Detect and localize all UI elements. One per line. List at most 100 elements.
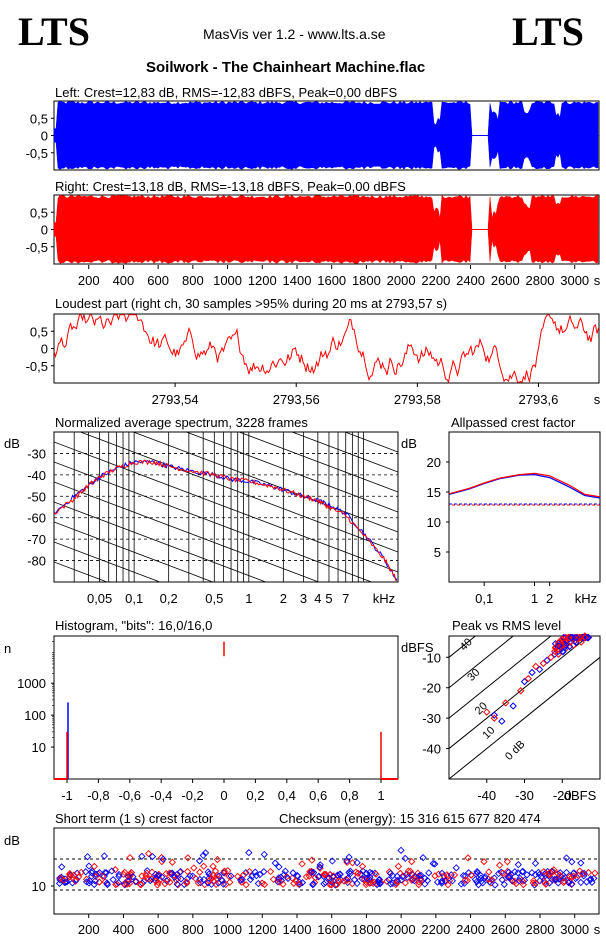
crest-point [63, 878, 71, 886]
crest-point [397, 876, 406, 884]
right-xtick-label: 2400 [456, 273, 485, 288]
crest-point [345, 868, 353, 877]
crest-point [137, 880, 145, 889]
peakrms-point-right [539, 659, 548, 668]
histogram-xtick-label: 0 [220, 788, 227, 803]
crest-point [251, 868, 259, 876]
peakrms-point-right [524, 674, 532, 683]
crest-point [153, 872, 161, 880]
right-ytick-label: -0,5 [26, 240, 48, 255]
crest-point [471, 875, 480, 884]
crest-point [238, 875, 246, 884]
histogram-xtick-label: 0,2 [246, 788, 264, 803]
checksum-label: Checksum (energy): 15 316 615 677 820 47… [279, 811, 541, 826]
crest-point [316, 861, 324, 869]
crest-title: Short term (1 s) crest factor [55, 811, 214, 826]
crest-point [168, 858, 176, 866]
spectrum-ytick-label: -70 [27, 532, 46, 547]
right-xtick-label: 1200 [248, 273, 277, 288]
crest-point [505, 873, 514, 881]
peakrms-cluster-point [581, 633, 589, 642]
histogram-xtick-label: -0,6 [119, 788, 141, 803]
crest-point [269, 875, 278, 883]
crest-point [421, 880, 429, 888]
crest-point [144, 849, 153, 858]
lts-logo-left: LTS [18, 9, 90, 54]
crest-point [365, 875, 373, 883]
crest-point [146, 876, 154, 885]
crest-point [293, 871, 301, 880]
crest-point [85, 862, 93, 870]
spectrum-xtick-label: 1 [245, 591, 252, 606]
right-xtick-label: 1800 [352, 273, 381, 288]
crest-point [438, 869, 446, 877]
allpass-xtick-label: 0,1 [475, 591, 493, 606]
crest-point [565, 878, 573, 887]
crest-point [530, 881, 539, 889]
histogram-ylabel: n [4, 641, 11, 656]
crest-point [500, 880, 508, 889]
crest-point [162, 869, 170, 878]
crest-xtick-label: 2200 [421, 922, 450, 937]
crest-point [582, 878, 591, 886]
right-xtick-label: 2600 [491, 273, 520, 288]
crest-point [103, 879, 111, 887]
crest-point [289, 869, 297, 877]
crest-point [82, 868, 90, 876]
crest-xtick-label: 1400 [283, 922, 312, 937]
crest-point [74, 873, 83, 881]
crest-point [132, 877, 141, 886]
crest-point [354, 869, 362, 877]
crest-point [375, 875, 384, 884]
loudest-frame [53, 313, 600, 384]
crest-point [548, 867, 556, 876]
crest-point [138, 852, 146, 860]
spectrum-slope-line [54, 481, 320, 582]
crest-point [359, 867, 367, 875]
crest-point [158, 857, 166, 866]
crest-point [464, 854, 472, 862]
crest-point [82, 875, 91, 883]
crest-point [472, 870, 480, 878]
crest-point [452, 864, 460, 872]
peakrms-cluster-point [557, 641, 565, 649]
peakrms-point-left [535, 665, 544, 674]
spectrum-xtick-label: 4 [314, 591, 321, 606]
crest-xtick-label: 800 [182, 922, 204, 937]
crest-point [92, 870, 100, 878]
crest-point [260, 880, 269, 889]
crest-point [343, 857, 351, 865]
crest-point [408, 870, 416, 879]
crest-point [108, 867, 116, 875]
crest-point [540, 868, 548, 876]
crest-point [325, 874, 333, 882]
crest-point [120, 870, 128, 879]
crest-point [503, 858, 512, 866]
crest-point [383, 877, 391, 885]
histogram-ytick-label: 100 [24, 708, 46, 723]
spectrum-frame [53, 431, 399, 583]
loudest-ytick-label: 0,5 [30, 324, 48, 339]
crest-point [196, 875, 204, 884]
crest-point [448, 877, 457, 885]
peakrms-diagonal [449, 636, 552, 719]
crest-frame [53, 827, 600, 915]
crest-point [148, 852, 157, 861]
allpass-ytick-label: 15 [427, 485, 441, 500]
crest-point [124, 872, 132, 881]
right-xtick-label: 600 [147, 273, 169, 288]
peakrms-cluster-point [583, 633, 592, 642]
crest-point [245, 848, 253, 857]
allpass-xtick-label: 2 [546, 591, 553, 606]
crest-point [408, 857, 416, 866]
crest-point [184, 854, 192, 862]
crest-point [587, 875, 595, 883]
crest-point [271, 859, 279, 867]
crest-point [514, 861, 522, 869]
crest-point [196, 868, 204, 876]
crest-point [461, 876, 469, 884]
crest-point [258, 879, 266, 887]
crest-point [57, 874, 65, 882]
crest-point [515, 877, 523, 885]
crest-point [88, 869, 96, 877]
